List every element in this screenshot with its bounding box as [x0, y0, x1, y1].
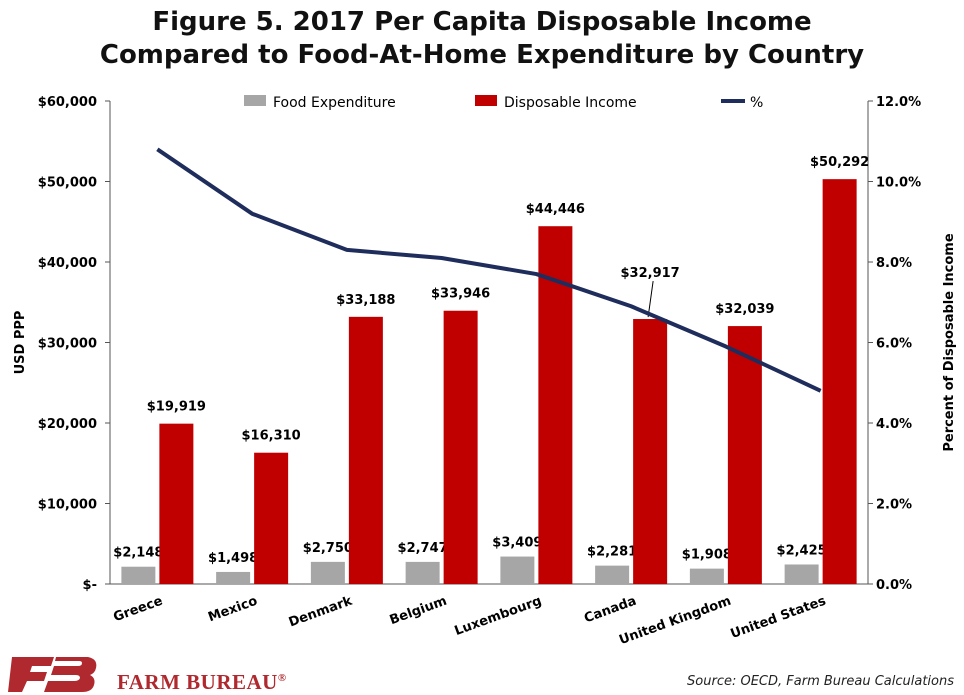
x-category-label: Luxembourg — [453, 594, 544, 639]
y2-tick-label: 0.0% — [876, 578, 912, 593]
food-expenditure-bar — [689, 568, 724, 584]
food-expenditure-bar — [784, 564, 819, 584]
brand-name: FARM BUREAU® — [117, 670, 287, 695]
x-category-label: Belgium — [388, 594, 449, 629]
disposable-income-bar — [822, 179, 857, 584]
disposable-income-data-label: $33,946 — [431, 287, 490, 302]
legend-swatch — [244, 95, 266, 106]
disposable-income-data-label: $32,039 — [715, 302, 774, 317]
food-expenditure-bar — [500, 556, 535, 584]
percent-series-line — [156, 147, 822, 393]
food-expenditure-data-label: $2,425 — [777, 543, 827, 558]
disposable-income-bar — [348, 316, 383, 584]
source-note: Source: OECD, Farm Bureau Calculations — [687, 674, 954, 689]
x-category-label: Greece — [111, 594, 164, 626]
disposable-income-bar — [633, 319, 668, 584]
y-tick-label: $- — [83, 578, 97, 593]
disposable-income-data-label: $16,310 — [242, 429, 301, 444]
x-category-label: Canada — [582, 594, 638, 627]
y-tick-label: $60,000 — [38, 95, 97, 110]
disposable-income-data-label: $19,919 — [147, 400, 206, 415]
chart-title: Figure 5. 2017 Per Capita Disposable Inc… — [0, 6, 964, 72]
food-expenditure-data-label: $2,148 — [113, 546, 163, 561]
legend-swatch — [475, 95, 497, 106]
food-expenditure-bar — [405, 561, 440, 584]
disposable-income-bar — [159, 423, 194, 584]
food-expenditure-bar — [595, 565, 630, 584]
chart-title-line-1: Figure 5. 2017 Per Capita Disposable Inc… — [152, 7, 812, 37]
food-expenditure-data-label: $1,908 — [682, 548, 732, 563]
y2-axis-title: Percent of Disposable Income — [942, 233, 957, 451]
plot-area: $- $10,000 $20,000 $30,000 $40,000 $50,000 $60… — [13, 95, 957, 648]
food-expenditure-bar — [310, 561, 345, 584]
y-tick-label: $10,000 — [38, 498, 97, 513]
disposable-income-bar — [443, 310, 478, 584]
food-expenditure-data-label: $2,750 — [303, 541, 353, 556]
disposable-income-data-label: $50,292 — [810, 155, 869, 170]
disposable-income-bar — [727, 326, 762, 584]
legend-label: Disposable Income — [504, 95, 637, 111]
y-axis-title: USD PPP — [13, 311, 28, 375]
x-category-label: United States — [729, 594, 829, 642]
y-tick-label: $20,000 — [38, 417, 97, 432]
food-expenditure-data-label: $3,409 — [492, 536, 542, 551]
food-expenditure-bar — [121, 566, 156, 584]
y-tick-label: $30,000 — [38, 337, 97, 352]
y-tick-label: $40,000 — [38, 256, 97, 271]
y2-tick-label: 8.0% — [876, 256, 912, 271]
y2-tick-label: 10.0% — [876, 176, 921, 191]
chart-title-line-2: Compared to Food-At-Home Expenditure by … — [99, 40, 865, 70]
legend-label: % — [750, 95, 763, 111]
food-expenditure-data-label: $1,498 — [208, 551, 258, 566]
food-expenditure-bar — [216, 571, 251, 584]
disposable-income-data-label: $33,188 — [336, 293, 395, 308]
disposable-income-data-label: $32,917 — [621, 266, 680, 281]
y2-tick-label: 12.0% — [876, 95, 921, 110]
y2-tick-label: 2.0% — [876, 498, 912, 513]
farm-bureau-logo-icon — [8, 657, 97, 692]
y-tick-label: $50,000 — [38, 176, 97, 191]
disposable-income-bar — [254, 452, 289, 584]
x-category-label: Mexico — [206, 594, 259, 626]
brand-registered-mark: ® — [277, 672, 287, 684]
legend-label: Food Expenditure — [273, 95, 396, 111]
y2-tick-label: 6.0% — [876, 337, 912, 352]
y2-tick-label: 4.0% — [876, 417, 912, 432]
food-expenditure-data-label: $2,747 — [398, 541, 448, 556]
brand-text: FARM BUREAU — [117, 670, 278, 694]
data-label-leader-line — [647, 280, 654, 318]
food-expenditure-data-label: $2,281 — [587, 545, 637, 560]
x-category-label: Denmark — [287, 594, 355, 631]
disposable-income-data-label: $44,446 — [526, 202, 585, 217]
